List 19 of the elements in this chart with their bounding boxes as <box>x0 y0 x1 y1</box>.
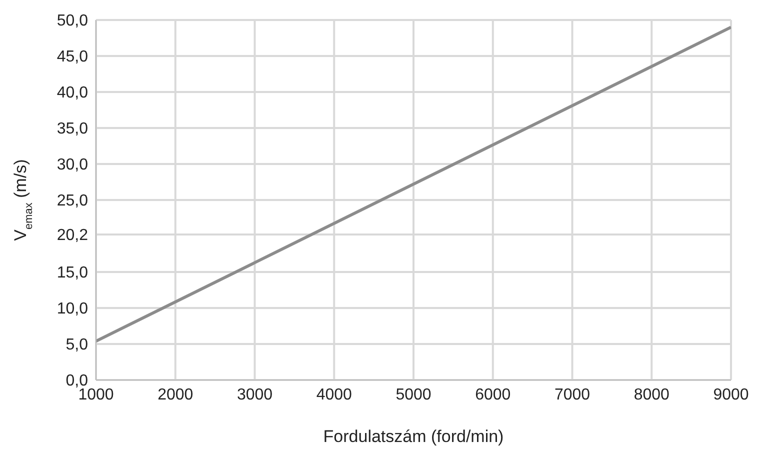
y-tick-label: 40,0 <box>56 84 88 102</box>
y-tick-label: 10,0 <box>56 300 88 318</box>
x-tick-label: 7000 <box>554 386 590 404</box>
y-tick-label: 50,0 <box>56 12 88 30</box>
y-tick-label: 30,0 <box>56 156 88 174</box>
x-tick-label: 3000 <box>236 386 273 404</box>
y-tick-label: 5,0 <box>66 336 88 354</box>
y-tick-label: 35,0 <box>56 120 88 138</box>
x-tick-label: 6000 <box>475 386 511 404</box>
x-tick-label: 8000 <box>634 386 670 404</box>
x-tick-label: 9000 <box>713 386 749 404</box>
x-tick-label: 5000 <box>396 386 432 404</box>
y-tick-label: 15,0 <box>56 264 88 282</box>
y-tick-label: 45,0 <box>56 48 88 66</box>
x-tick-label: 2000 <box>158 386 194 404</box>
y-tick-label: 25,0 <box>56 192 88 210</box>
x-tick-label: 4000 <box>316 386 352 404</box>
x-axis-title: Fordulatszám (ford/min) <box>323 427 504 446</box>
y-tick-label: 20,2 <box>56 227 88 244</box>
